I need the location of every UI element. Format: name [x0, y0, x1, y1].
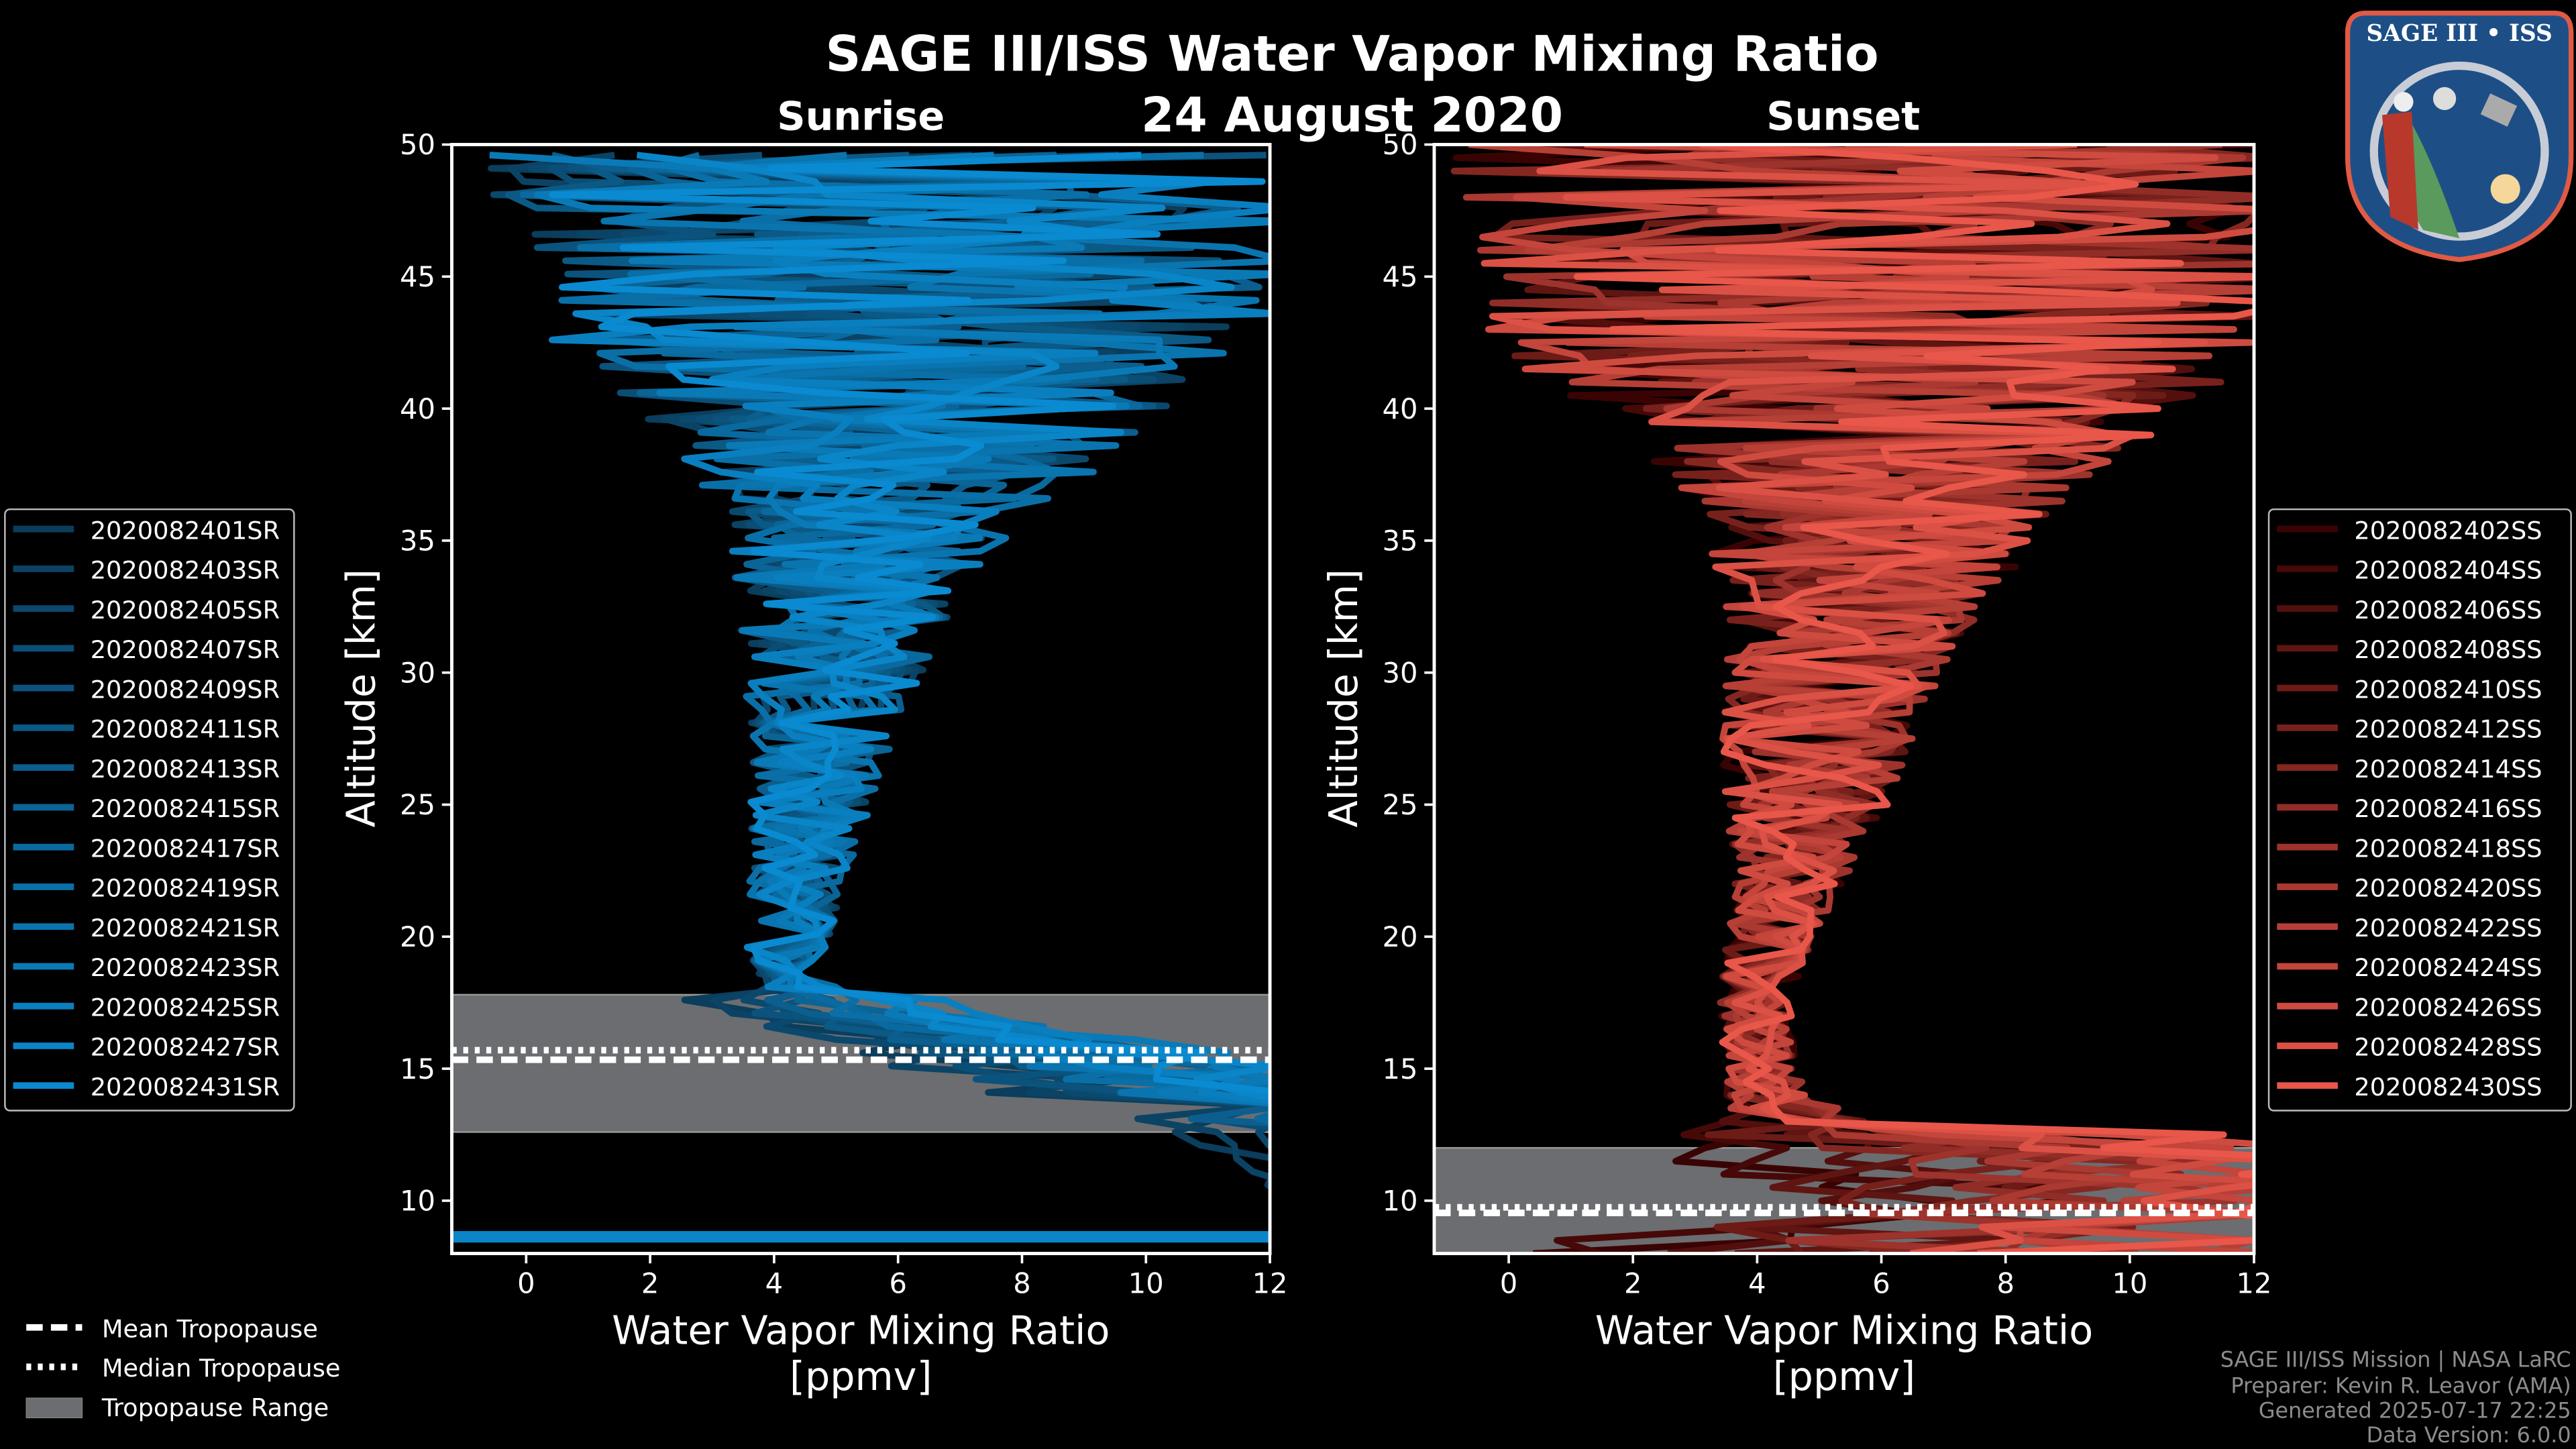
legend-entry: 2020082409SR: [91, 675, 280, 704]
y-axis-label: Altitude [km]: [337, 569, 384, 827]
legend-median-tropopause: Median Tropopause: [102, 1354, 341, 1383]
sunrise-legend: 2020082401SR 2020082403SR 2020082405SR 2020…: [4, 508, 295, 1112]
legend-entry: 2020082407SR: [91, 635, 280, 664]
legend-entry: 2020082405SR: [91, 596, 280, 625]
x-tick-label: 12: [2237, 1267, 2272, 1299]
footer-mission: SAGE III/ISS Mission | NASA LaRC: [2220, 1347, 2571, 1373]
footer-credits: SAGE III/ISS Mission | NASA LaRC Prepare…: [2220, 1347, 2571, 1448]
profile-lines: [1450, 144, 2254, 1254]
y-tick-label: 20: [400, 920, 435, 953]
x-tick-label: 10: [2112, 1267, 2147, 1299]
x-tick-label: 12: [1252, 1267, 1288, 1299]
x-tick-label: 4: [765, 1267, 783, 1299]
low-altitude-profile-band: [451, 1231, 1271, 1243]
sunrise-title: Sunrise: [777, 93, 945, 139]
x-tick-label: 8: [1996, 1267, 2014, 1299]
x-axis-unit: [ppmv]: [790, 1353, 932, 1399]
y-tick-label: 50: [400, 128, 435, 161]
legend-entry: 2020082402SS: [2354, 516, 2542, 545]
x-tick-label: 6: [889, 1267, 906, 1299]
legend-entry: 2020082417SR: [91, 834, 280, 863]
sunset-legend: 2020082402SS 2020082404SS 2020082406SS 2020…: [2267, 508, 2572, 1112]
footer-version: Data Version: 6.0.0: [2367, 1422, 2571, 1448]
y-tick-label: 25: [400, 788, 435, 821]
plot-frame: [1432, 143, 2256, 1256]
y-tick-label: 10: [400, 1185, 435, 1218]
x-axis-unit: [ppmv]: [1773, 1353, 1915, 1399]
y-tick-label: 15: [1383, 1053, 1418, 1085]
legend-tropopause-range: Tropopause Range: [101, 1393, 329, 1422]
sunrise-panel: 0 2 4 6 8 10 12 10 15 20 25 30 35 40 45 50 Water Vapor M…: [4, 128, 1288, 1399]
profile-line-2020082426SS: [1485, 144, 2254, 1244]
legend-entry: 2020082415SR: [91, 794, 280, 823]
legend-entry: 2020082420SS: [2354, 874, 2542, 903]
profile-line-2020082431SR: [549, 152, 1271, 1095]
x-tick-label: 0: [517, 1267, 535, 1299]
plot-frame: [450, 143, 1272, 1256]
legend-entry: 2020082414SS: [2354, 755, 2542, 784]
figure-date: 24 August 2020: [1141, 87, 1563, 143]
y-tick-label: 15: [400, 1053, 435, 1085]
footer-preparer: Preparer: Kevin R. Leavor (AMA): [2231, 1373, 2571, 1399]
legend-entry: 2020082401SR: [91, 516, 280, 545]
sage-iii-iss-logo: SAGE III • ISS: [2345, 10, 2574, 262]
legend-entry: 2020082404SS: [2354, 556, 2542, 585]
legend-entry: 2020082419SR: [91, 874, 280, 903]
legend-entry: 2020082421SR: [91, 914, 280, 943]
x-tick-label: 2: [641, 1267, 659, 1299]
y-tick-label: 10: [1383, 1185, 1418, 1218]
logo-title: SAGE III • ISS: [2366, 20, 2552, 47]
legend-mean-tropopause: Mean Tropopause: [102, 1314, 318, 1343]
legend-entry: 2020082411SR: [91, 715, 280, 744]
x-axis-label: Water Vapor Mixing Ratio: [612, 1307, 1110, 1353]
tropopause-legend: Mean Tropopause Median Tropopause Tropop…: [25, 1314, 341, 1422]
legend-entry: 2020082425SR: [91, 993, 280, 1022]
legend-entry: 2020082418SS: [2354, 834, 2542, 863]
y-tick-label: 20: [1383, 920, 1418, 953]
x-tick-label: 8: [1013, 1267, 1030, 1299]
x-tick-label: 4: [1748, 1267, 1766, 1299]
legend-entry: 2020082422SS: [2354, 914, 2542, 943]
y-tick-label: 30: [1383, 656, 1418, 689]
x-tick-label: 0: [1500, 1267, 1517, 1299]
y-tick-label: 50: [1383, 128, 1418, 161]
figure-title: SAGE III/ISS Water Vapor Mixing Ratio: [825, 25, 1878, 83]
legend-entry: 2020082413SR: [91, 755, 280, 784]
legend-entry: 2020082431SR: [91, 1073, 280, 1102]
legend-entry: 2020082426SS: [2354, 993, 2542, 1022]
y-tick-label: 35: [1383, 525, 1418, 557]
legend-entry: 2020082408SS: [2354, 635, 2542, 664]
legend-entry: 2020082412SS: [2354, 715, 2542, 744]
legend-entry: 2020082403SR: [91, 556, 280, 585]
sunset-title: Sunset: [1766, 93, 1920, 139]
legend-entry: 2020082416SS: [2354, 794, 2542, 823]
x-tick-label: 10: [1128, 1267, 1164, 1299]
y-tick-label: 35: [400, 525, 435, 557]
y-tick-label: 45: [400, 260, 435, 293]
y-axis-label: Altitude [km]: [1320, 569, 1366, 827]
legend-entry: 2020082406SS: [2354, 596, 2542, 625]
legend-entry: 2020082428SS: [2354, 1033, 2542, 1062]
legend-entry: 2020082410SS: [2354, 675, 2542, 704]
legend-entry: 2020082427SR: [91, 1033, 280, 1062]
legend-entry: 2020082423SR: [91, 953, 280, 982]
footer-generated: Generated 2025-07-17 22:25: [2259, 1397, 2571, 1423]
y-tick-label: 40: [1383, 392, 1418, 425]
legend-entry: 2020082430SS: [2354, 1073, 2542, 1102]
sunset-panel: 0 2 4 6 8 10 12 10 15 20 25 30 35 40 45 50 Water Vapor M…: [1320, 128, 2572, 1399]
y-tick-label: 40: [400, 392, 435, 425]
profile-line-2020082428SS: [1481, 144, 2254, 1254]
x-axis-label: Water Vapor Mixing Ratio: [1595, 1307, 2093, 1353]
legend-entry: 2020082424SS: [2354, 953, 2542, 982]
x-tick-label: 2: [1624, 1267, 1642, 1299]
y-tick-label: 45: [1383, 260, 1418, 293]
y-tick-label: 30: [400, 656, 435, 689]
x-tick-label: 6: [1872, 1267, 1890, 1299]
y-tick-label: 25: [1383, 788, 1418, 821]
profile-line-2020082430SS: [1573, 144, 2254, 1254]
